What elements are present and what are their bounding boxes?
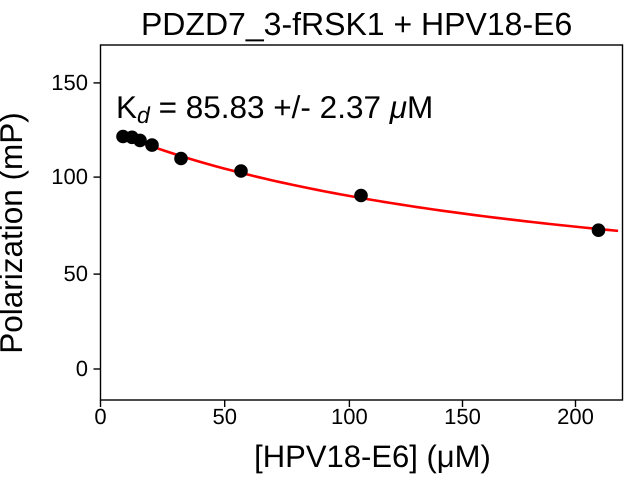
- svg-text:PDZD7_3-fRSK1 + HPV18-E6: PDZD7_3-fRSK1 + HPV18-E6: [141, 6, 572, 42]
- svg-text:Kd = 85.83 +/- 2.37 μM: Kd = 85.83 +/- 2.37 μM: [116, 89, 433, 128]
- svg-text:Polarization (mP): Polarization (mP): [0, 112, 29, 354]
- svg-text:[HPV18-E6] (μM): [HPV18-E6] (μM): [254, 439, 491, 474]
- svg-text:50: 50: [212, 404, 236, 429]
- svg-text:150: 150: [444, 404, 481, 429]
- svg-text:0: 0: [76, 356, 88, 381]
- svg-text:100: 100: [51, 164, 88, 189]
- svg-text:50: 50: [64, 261, 88, 286]
- svg-text:0: 0: [94, 404, 106, 429]
- svg-text:150: 150: [51, 70, 88, 95]
- svg-text:100: 100: [331, 404, 368, 429]
- svg-text:200: 200: [557, 404, 594, 429]
